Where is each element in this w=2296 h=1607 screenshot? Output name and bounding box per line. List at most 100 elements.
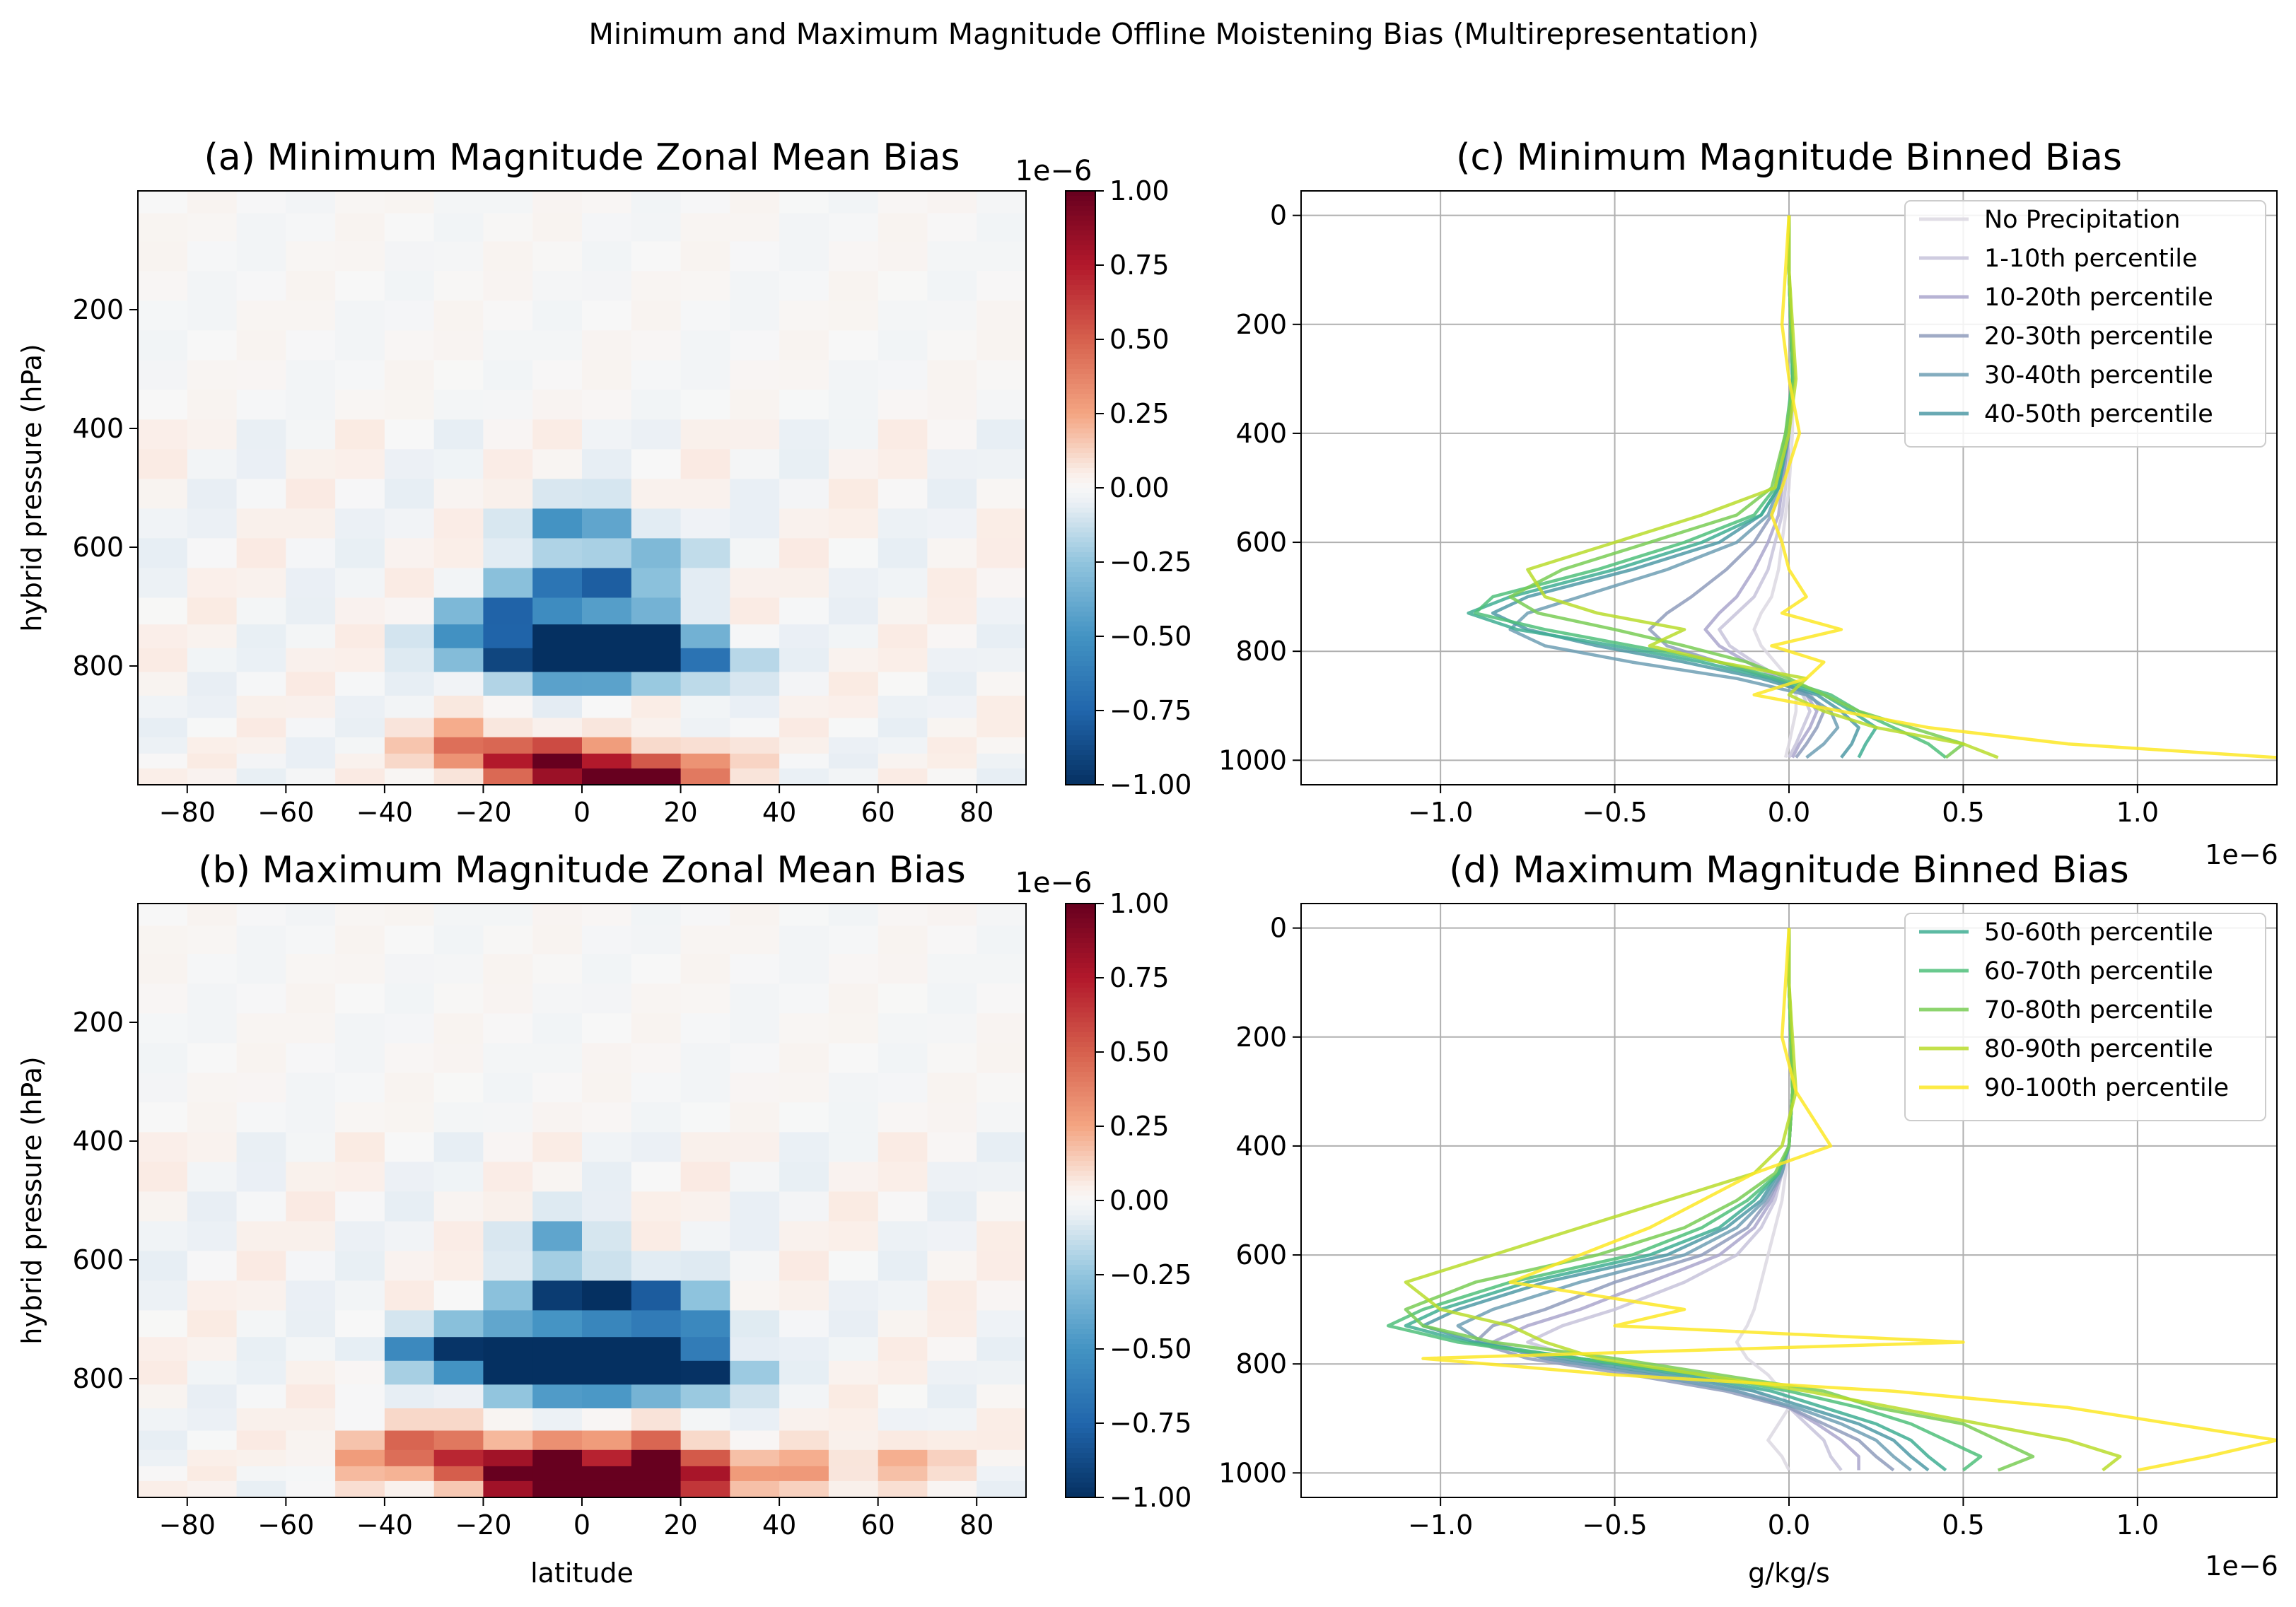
colorbar-segment <box>1066 1453 1095 1459</box>
heatmap-cell <box>335 753 385 769</box>
heatmap-cell <box>483 597 533 625</box>
heatmap-cell <box>680 954 730 984</box>
heatmap-cell <box>236 508 286 539</box>
colorbar-segment <box>1066 740 1095 746</box>
heatmap-cell <box>927 597 977 625</box>
colorbar-segment <box>1066 755 1095 761</box>
heatmap-cell <box>631 904 682 927</box>
colorbar-tick-label: 0.50 <box>1109 324 1170 355</box>
colorbar-segment <box>1066 1121 1095 1127</box>
heatmap-cell <box>828 1162 879 1192</box>
heatmap-cell <box>236 360 286 390</box>
colorbar-segment <box>1066 1418 1095 1424</box>
colorbar-segment <box>1066 1022 1095 1028</box>
colorbar-segment <box>1066 325 1095 330</box>
heatmap-cell <box>187 1360 238 1385</box>
legend-label: 40-50th percentile <box>1984 400 2213 428</box>
colorbar-segment <box>1066 1007 1095 1013</box>
colorbar-segment <box>1066 1433 1095 1439</box>
x-tick-label: 1.0 <box>2116 1509 2159 1541</box>
heatmap-cell <box>433 390 484 420</box>
heatmap-cell <box>582 1043 632 1073</box>
heatmap-cell <box>138 768 188 785</box>
heatmap-cell <box>730 300 780 331</box>
colorbar-segment <box>1066 503 1095 508</box>
heatmap-cell <box>828 360 879 390</box>
heatmap-cell <box>384 479 435 509</box>
heatmap-cell <box>878 241 928 271</box>
heatmap-cell <box>433 904 484 927</box>
colorbar-segment <box>1066 616 1095 622</box>
colorbar-segment <box>1066 547 1095 553</box>
heatmap-cell <box>828 1384 879 1409</box>
heatmap-cell <box>779 1480 829 1498</box>
heatmap-cell <box>779 1280 829 1311</box>
heatmap-cell <box>927 508 977 539</box>
colorbar-segment <box>1066 978 1095 983</box>
heatmap-cell <box>828 925 879 954</box>
heatmap-cell <box>187 983 238 1014</box>
heatmap-cell <box>236 479 286 509</box>
heatmap-cell <box>433 568 484 598</box>
heatmap-cell <box>483 753 533 769</box>
heatmap-cell <box>532 737 583 754</box>
heatmap-cell <box>286 1102 336 1133</box>
heatmap-cell <box>384 696 435 719</box>
heatmap-cell <box>779 1384 829 1409</box>
heatmap-cell <box>927 753 977 769</box>
colorbar-segment <box>1066 344 1095 350</box>
heatmap-cell <box>779 271 829 301</box>
heatmap-cell <box>384 1310 435 1338</box>
colorbar-segment <box>1066 656 1095 662</box>
panel-c-title: (c) Minimum Magnitude Binned Bias <box>1456 136 2122 179</box>
heatmap-cell <box>977 1013 1027 1044</box>
heatmap-cell <box>828 479 879 509</box>
heatmap-cell <box>433 1466 484 1482</box>
heatmap-cell <box>878 479 928 509</box>
heatmap-cell <box>286 672 336 696</box>
heatmap-cell <box>927 1073 977 1103</box>
heatmap-cell <box>680 768 730 785</box>
heatmap-cell <box>977 768 1027 785</box>
heatmap-cell <box>384 508 435 539</box>
heatmap-cell <box>631 1466 682 1482</box>
heatmap-cell <box>236 1043 286 1073</box>
colorbar-segment <box>1066 1443 1095 1449</box>
heatmap-cell <box>582 648 632 672</box>
heatmap-cell <box>828 597 879 625</box>
heatmap-cell <box>927 271 977 301</box>
heatmap-cell <box>779 479 829 509</box>
colorbar-segment <box>1066 913 1095 919</box>
heatmap-cell <box>730 330 780 361</box>
x-tick-label: 80 <box>960 1509 993 1541</box>
heatmap-cell <box>187 271 238 301</box>
heatmap-cell <box>384 1430 435 1451</box>
heatmap-cell <box>680 241 730 271</box>
heatmap-cell <box>680 1043 730 1073</box>
heatmap-cell <box>582 696 632 719</box>
heatmap-cell <box>828 213 879 242</box>
heatmap-cell <box>384 1013 435 1044</box>
heatmap-cell <box>187 696 238 719</box>
colorbar-segment <box>1066 631 1095 637</box>
heatmap-cell <box>433 213 484 242</box>
heatmap-cell <box>335 1280 385 1311</box>
series-line <box>1752 215 2277 759</box>
heatmap-cell <box>582 1337 632 1362</box>
panel-b-y-ticks: 200 400 600 800 <box>72 1007 138 1394</box>
heatmap-cell <box>335 508 385 539</box>
colorbar-segment <box>1066 904 1095 909</box>
colorbar-segment <box>1066 1116 1095 1122</box>
heatmap-cell <box>286 568 336 598</box>
heatmap-cell <box>335 241 385 271</box>
heatmap-cell <box>483 1408 533 1432</box>
colorbar-segment <box>1066 235 1095 241</box>
heatmap-cell <box>532 1408 583 1432</box>
heatmap-cell <box>335 1221 385 1251</box>
heatmap-cell <box>927 1337 977 1362</box>
heatmap-cell <box>631 390 682 420</box>
heatmap-cell <box>680 925 730 954</box>
heatmap-cell <box>977 1280 1027 1311</box>
heatmap-cell <box>138 360 188 390</box>
colorbar-segment <box>1066 409 1095 414</box>
